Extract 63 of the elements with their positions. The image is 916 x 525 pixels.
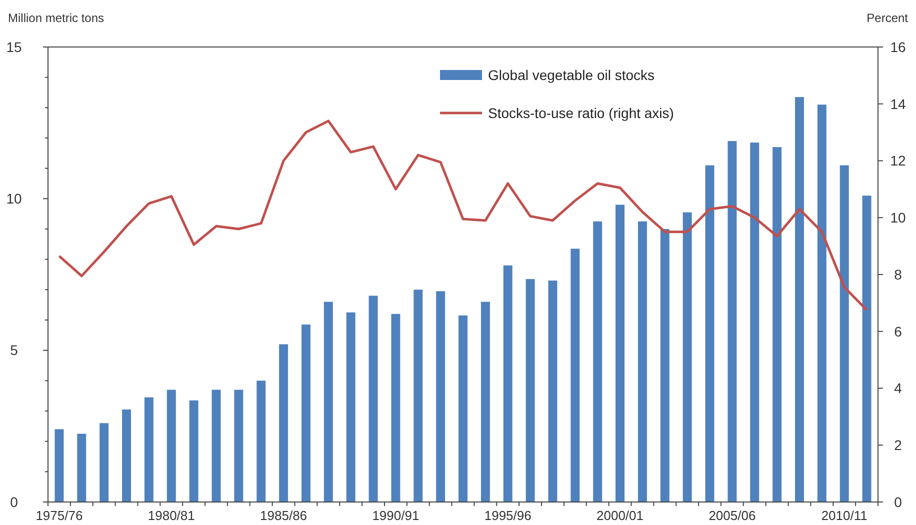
bar (570, 248, 580, 502)
x-tick-label: 1995/96 (484, 508, 532, 523)
x-tick-label: 2000/01 (596, 508, 644, 523)
y2-tick-label: 4 (894, 380, 902, 396)
bar (256, 380, 266, 502)
y-tick-label: 10 (6, 190, 22, 207)
bar (77, 434, 86, 502)
bar (862, 196, 872, 502)
y2-tick-label: 6 (894, 323, 902, 340)
bar (279, 344, 288, 502)
bar (458, 315, 468, 502)
bar (324, 302, 333, 502)
y2-tick-label: 0 (894, 494, 902, 510)
bar (122, 409, 131, 502)
x-tick-label: 1990/91 (372, 508, 420, 523)
bar (414, 290, 423, 502)
bar (705, 165, 714, 502)
bar (682, 212, 692, 502)
y2-tick-label: 12 (890, 152, 906, 169)
line-series (58, 120, 868, 312)
x-tick-label: 1980/81 (148, 508, 195, 523)
bar (772, 147, 782, 502)
bar (503, 265, 512, 502)
bar (750, 142, 760, 502)
bar (526, 279, 535, 502)
bar (166, 390, 176, 502)
x-tick-label: 2005/06 (708, 508, 756, 523)
bar (840, 165, 849, 502)
bar (54, 429, 64, 502)
y2-tick-label: 2 (894, 437, 902, 454)
y2-tick-label: 16 (890, 38, 906, 55)
bar (391, 314, 400, 502)
bar (301, 324, 310, 502)
legend-label: Global vegetable oil stocks (488, 66, 655, 83)
y-axis-title: Million metric tons (8, 11, 104, 25)
bar (728, 141, 737, 502)
bar (548, 280, 558, 502)
bar (480, 302, 490, 502)
y2-tick-label: 14 (890, 96, 906, 112)
x-tick-label: 1975/76 (36, 508, 83, 523)
bar (436, 291, 446, 502)
bar (346, 312, 356, 502)
y2-tick-label: 10 (890, 210, 906, 226)
legend-label: Stocks-to-use ratio (right axis) (488, 104, 674, 121)
bar (660, 229, 670, 502)
bar (593, 221, 602, 502)
bar (189, 400, 198, 502)
y-tick-label: 0 (10, 494, 18, 510)
y-tick-label: 5 (10, 342, 18, 358)
bar (212, 390, 221, 502)
bar (234, 390, 244, 502)
y2-axis-title: Percent (866, 11, 909, 25)
bar (795, 97, 804, 502)
bar (368, 296, 378, 502)
bar (817, 104, 826, 502)
y2-tick-label: 8 (894, 266, 902, 282)
bar (638, 221, 647, 502)
bar (100, 423, 109, 502)
x-tick-label: 1985/86 (260, 508, 308, 523)
y-tick-label: 15 (6, 38, 22, 55)
bar (144, 397, 154, 502)
x-tick-label: 2010/11 (821, 508, 868, 523)
bar (616, 204, 625, 502)
